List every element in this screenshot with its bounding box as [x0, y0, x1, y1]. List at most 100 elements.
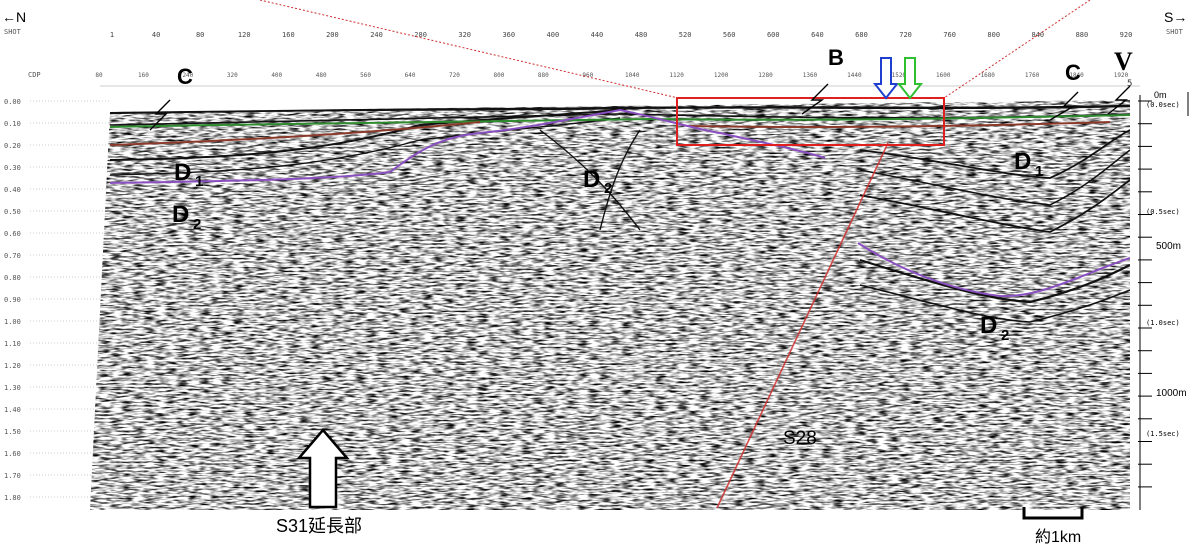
- shot-tick-label: 840: [1031, 31, 1044, 39]
- shot-tick-label: 520: [679, 31, 692, 39]
- unit-label-d2-center: D 2: [583, 166, 612, 197]
- shot-axis-label-left: SHOT: [4, 28, 22, 36]
- cdp-tick-label: 480: [316, 72, 327, 79]
- cdp-tick-label: 1440: [847, 72, 862, 79]
- shallow-reflectors: [109, 104, 1130, 323]
- purple-horizon-upper: [109, 108, 826, 184]
- time-tick-label: 0.70: [4, 252, 21, 260]
- time-tick-label: 0.30: [4, 164, 21, 172]
- unit-label-v: V: [1114, 47, 1133, 76]
- svg-text:D: D: [583, 166, 600, 193]
- unit-label-d1-left: D 1: [174, 159, 203, 190]
- time-tick-label: 1.40: [4, 406, 21, 414]
- depth-0m-label: 0m: [1154, 90, 1167, 100]
- cdp-tick-label: 1920: [1114, 72, 1129, 79]
- time-axis: 0.00 0.10 0.20 0.30 0.40 0.50 0.60 0.70 0.80 0.90…: [4, 98, 110, 502]
- shot-tick-label: 80: [196, 31, 204, 39]
- time-tick-label: 1.80: [4, 494, 21, 502]
- leader-line-right: [943, 0, 1091, 99]
- green-horizon: [109, 114, 1130, 128]
- time-tick-label: 1.70: [4, 472, 21, 480]
- time-tick-label: 0.20: [4, 142, 21, 150]
- cdp-tick-label: 1360: [803, 72, 818, 79]
- shot-tick-label: 880: [1076, 31, 1089, 39]
- right-scale-ticks: [1138, 100, 1152, 488]
- blue-down-arrow-icon: [872, 57, 900, 100]
- svg-text:2: 2: [604, 180, 612, 197]
- cdp-tick-label: 720: [449, 72, 460, 79]
- shot-tick-label: 640: [811, 31, 824, 39]
- shot-tick-label: 560: [723, 31, 736, 39]
- svg-text:1: 1: [195, 173, 203, 190]
- cdp-tick-label: 880: [538, 72, 549, 79]
- line-label-s28: S28: [783, 428, 817, 449]
- green-down-arrow-icon: [896, 57, 924, 100]
- unit-label-c-right: C: [1065, 60, 1081, 85]
- unit-label-d1-right: D 1: [1014, 148, 1043, 180]
- cdp-tick-label: 160: [138, 72, 149, 79]
- time-tick-label: 0.10: [4, 120, 21, 128]
- shot-tick-label: 280: [414, 31, 427, 39]
- seismic-section: [90, 100, 1130, 510]
- zigzag-v: [1107, 85, 1131, 115]
- svg-text:D: D: [1014, 148, 1031, 175]
- zigzag-c-left: [149, 99, 171, 131]
- depth-1000m-label: 1000m: [1156, 388, 1187, 399]
- cdp-tick-label: 1280: [758, 72, 773, 79]
- shot-tick-label: 1: [110, 31, 114, 39]
- shot-tick-label: 400: [547, 31, 560, 39]
- time-tick-label: 0.50: [4, 208, 21, 216]
- time-tick-label: 1.00: [4, 318, 21, 326]
- svg-text:1: 1: [1035, 163, 1043, 180]
- time-tick-label: 0.00: [4, 98, 21, 106]
- shot-tick-label: 920: [1120, 31, 1133, 39]
- time-10sec-label: (1.0sec): [1146, 319, 1180, 327]
- scale-bar-label: 約1km: [1035, 528, 1081, 546]
- shot-tick-label: 360: [502, 31, 515, 39]
- time-0sec-label: (0.0sec): [1146, 101, 1180, 109]
- svg-text:D: D: [174, 159, 191, 186]
- cdp-tick-label: 1680: [980, 72, 995, 79]
- scale-bar: [1022, 507, 1084, 520]
- shot-tick-label: 440: [591, 31, 604, 39]
- time-tick-label: 1.30: [4, 384, 21, 392]
- time-tick-label: 1.50: [4, 428, 21, 436]
- svg-text:2: 2: [193, 216, 201, 233]
- shot-tick-label: 680: [855, 31, 868, 39]
- direction-north-label: ←N: [2, 9, 26, 25]
- cdp-axis-label: CDP: [28, 71, 41, 79]
- highlight-box: [676, 97, 945, 146]
- time-tick-label: 1.20: [4, 362, 21, 370]
- cdp-tick-label: 1760: [1025, 72, 1040, 79]
- shot-tick-label: 320: [458, 31, 471, 39]
- crossing-line-s28: [716, 142, 889, 509]
- brown-horizon: [109, 121, 1111, 146]
- cdp-tick-label: 1120: [669, 72, 684, 79]
- unit-label-b: B: [828, 45, 844, 70]
- shot-tick-label: 480: [635, 31, 648, 39]
- leader-line-left: [259, 0, 679, 99]
- shot-tick-label: 40: [152, 31, 160, 39]
- time-15sec-label: (1.5sec): [1146, 430, 1180, 438]
- unit-label-d2-right: D 2: [980, 312, 1009, 344]
- cdp-tick-label: 1200: [714, 72, 729, 79]
- time-tick-label: 0.90: [4, 296, 21, 304]
- unit-label-c-left: C: [177, 64, 193, 89]
- shot-axis-label-right: SHOT: [1166, 28, 1184, 36]
- shot-tick-label: 760: [943, 31, 956, 39]
- shot-tick-label: 120: [238, 31, 251, 39]
- cdp-tick-label: 800: [493, 72, 504, 79]
- time-tick-label: 0.80: [4, 274, 21, 282]
- svg-text:D: D: [980, 312, 997, 339]
- right-scale-top-mark: 5: [1127, 79, 1132, 89]
- time-tick-label: 0.60: [4, 230, 21, 238]
- cdp-tick-label: 560: [360, 72, 371, 79]
- up-arrow-icon: [296, 428, 350, 509]
- time-tick-label: 1.10: [4, 340, 21, 348]
- shot-tick-label: 160: [282, 31, 295, 39]
- shot-tick-labels: 1 40 80 120 160 200 240 280 320 360 400 440 480 520 56…: [110, 31, 1132, 39]
- shot-tick-label: 720: [899, 31, 912, 39]
- cdp-tick-label: 1040: [625, 72, 640, 79]
- svg-text:D: D: [172, 201, 189, 228]
